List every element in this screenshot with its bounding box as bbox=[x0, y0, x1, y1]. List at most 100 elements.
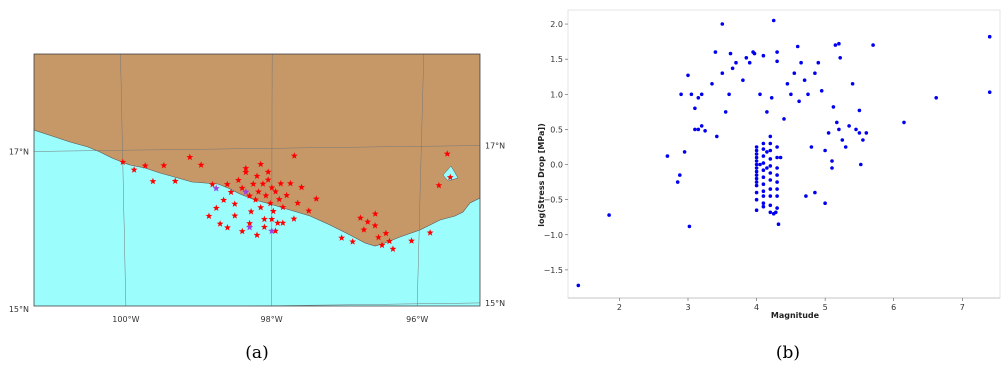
event-marker bbox=[349, 238, 357, 245]
event-marker bbox=[130, 166, 138, 173]
event-marker-alt bbox=[268, 227, 276, 235]
event-marker bbox=[378, 241, 386, 249]
y-tick-label: −0.5 bbox=[544, 196, 563, 205]
event-marker bbox=[149, 177, 157, 185]
y-tick-label: 2.0 bbox=[550, 20, 563, 29]
data-point bbox=[576, 283, 581, 288]
data-point bbox=[864, 131, 869, 135]
data-point bbox=[754, 180, 759, 184]
x-tick-label: 7 bbox=[960, 303, 965, 312]
data-point bbox=[857, 108, 862, 113]
data-point bbox=[775, 194, 779, 198]
data-point bbox=[727, 92, 731, 97]
event-marker bbox=[371, 222, 379, 229]
data-point bbox=[754, 169, 759, 174]
event-marker bbox=[264, 168, 272, 175]
data-point bbox=[754, 155, 759, 160]
data-point bbox=[768, 171, 773, 175]
event-marker bbox=[274, 219, 282, 226]
data-point bbox=[861, 138, 865, 142]
data-point bbox=[833, 43, 838, 47]
data-point bbox=[720, 71, 725, 75]
data-point bbox=[754, 159, 759, 163]
data-point bbox=[607, 213, 611, 217]
data-point bbox=[830, 159, 834, 163]
data-point bbox=[823, 201, 827, 205]
event-marker bbox=[224, 224, 231, 231]
event-marker bbox=[446, 173, 454, 181]
event-marker bbox=[160, 161, 168, 169]
event-marker bbox=[279, 219, 287, 226]
event-marker bbox=[277, 180, 285, 187]
data-point bbox=[871, 43, 875, 47]
data-point bbox=[775, 173, 779, 177]
data-point bbox=[813, 190, 817, 195]
scatter-ticks: 2 3 4 5 6 7 −1.5 −1.0 −0.5 0.0 0.5 1.0 1.5 2.0 bbox=[544, 20, 965, 312]
parallel-line bbox=[34, 145, 480, 152]
map-tick-labels: 100°W 98°W 96°W 17°N 15°N 17°N 15°N bbox=[9, 142, 505, 325]
x-axis-label: Magnitude bbox=[771, 311, 820, 320]
data-point bbox=[819, 89, 824, 93]
data-point bbox=[797, 99, 801, 104]
data-point bbox=[754, 173, 759, 177]
event-marker bbox=[223, 180, 231, 188]
event-marker bbox=[371, 210, 379, 217]
event-marker bbox=[259, 180, 267, 187]
data-point bbox=[754, 190, 759, 195]
lon-tick-label: 96°W bbox=[406, 315, 428, 324]
data-point bbox=[747, 60, 752, 65]
meridian-line bbox=[271, 54, 273, 306]
data-point bbox=[782, 117, 786, 121]
data-point bbox=[693, 106, 697, 111]
data-point bbox=[703, 129, 707, 133]
data-point bbox=[830, 166, 834, 170]
event-marker bbox=[435, 181, 443, 189]
y-tick-label: −1.5 bbox=[544, 266, 563, 275]
event-marker bbox=[231, 212, 239, 219]
data-point bbox=[754, 152, 759, 156]
parallel-line bbox=[236, 302, 480, 306]
data-point bbox=[761, 161, 766, 165]
meridian-line bbox=[120, 54, 127, 306]
data-point bbox=[854, 127, 858, 132]
scatter-points bbox=[576, 18, 992, 288]
data-point bbox=[771, 18, 776, 23]
event-marker bbox=[260, 215, 268, 223]
event-marker bbox=[338, 234, 346, 241]
event-marker-alt bbox=[242, 188, 250, 196]
data-point bbox=[775, 155, 779, 160]
data-point bbox=[785, 82, 790, 86]
event-marker bbox=[252, 196, 259, 203]
data-point bbox=[768, 141, 773, 146]
data-point bbox=[754, 208, 759, 212]
data-point bbox=[792, 71, 797, 75]
data-point bbox=[710, 82, 714, 86]
event-marker bbox=[242, 168, 250, 176]
data-point bbox=[809, 145, 814, 149]
event-marker bbox=[382, 229, 390, 237]
data-point bbox=[754, 183, 759, 188]
meridian-line bbox=[416, 54, 425, 306]
data-point bbox=[775, 180, 779, 184]
event-marker bbox=[197, 161, 205, 168]
event-marker bbox=[298, 183, 305, 191]
event-marker bbox=[209, 180, 216, 188]
data-point bbox=[987, 34, 992, 39]
event-marker bbox=[257, 160, 265, 168]
event-marker bbox=[287, 179, 294, 187]
data-point bbox=[761, 194, 766, 198]
event-marker bbox=[275, 195, 283, 203]
event-marker bbox=[246, 192, 254, 199]
data-point bbox=[720, 22, 725, 26]
event-marker bbox=[171, 177, 179, 185]
y-tick-label: 1.0 bbox=[550, 90, 563, 99]
data-point bbox=[761, 182, 766, 186]
graticule bbox=[34, 54, 480, 306]
data-point bbox=[775, 145, 779, 149]
data-point bbox=[816, 60, 821, 65]
x-tick-label: 3 bbox=[685, 303, 690, 312]
data-point bbox=[761, 175, 766, 179]
event-marker bbox=[356, 214, 364, 221]
data-point bbox=[730, 66, 735, 71]
event-marker bbox=[220, 196, 228, 204]
